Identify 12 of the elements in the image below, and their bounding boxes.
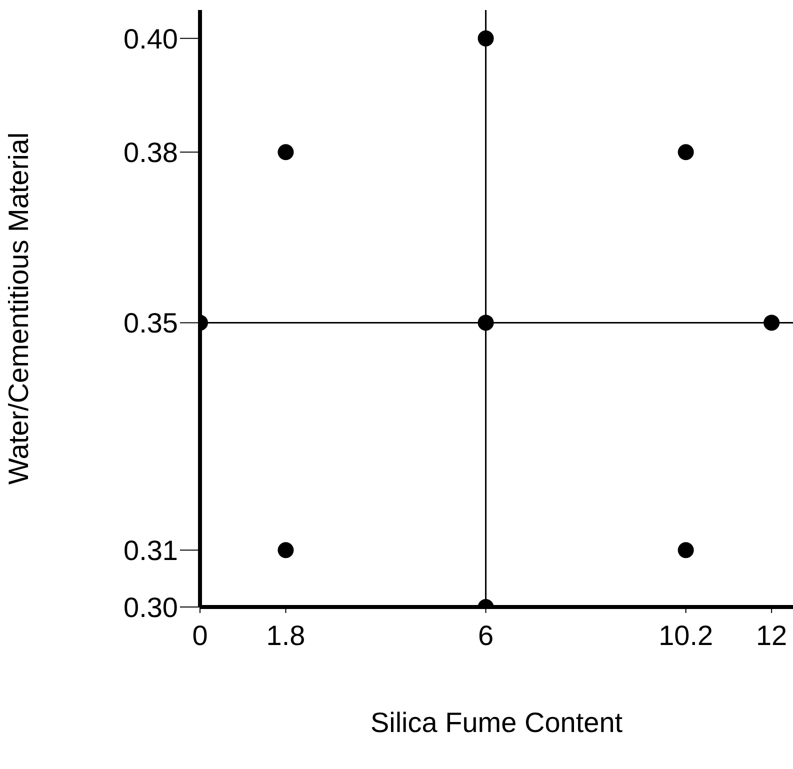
y-tick-label: 0.38: [124, 137, 178, 168]
x-tick-label: 12: [756, 620, 788, 651]
x-tick-label: 10.2: [658, 620, 714, 651]
y-tick-label: 0.35: [124, 308, 178, 339]
y-axis-title: Water/Cementitious Material: [2, 132, 34, 485]
x-tick-label: 1.8: [266, 620, 306, 651]
y-tick-label: 0.31: [124, 535, 178, 566]
x-axis-title: Silica Fume Content: [370, 707, 623, 738]
y-tick-label: 0.40: [124, 23, 178, 54]
x-tick-label: 6: [478, 620, 494, 651]
y-tick-label: 0.30: [124, 592, 178, 623]
x-tick-label: 0: [192, 620, 208, 651]
